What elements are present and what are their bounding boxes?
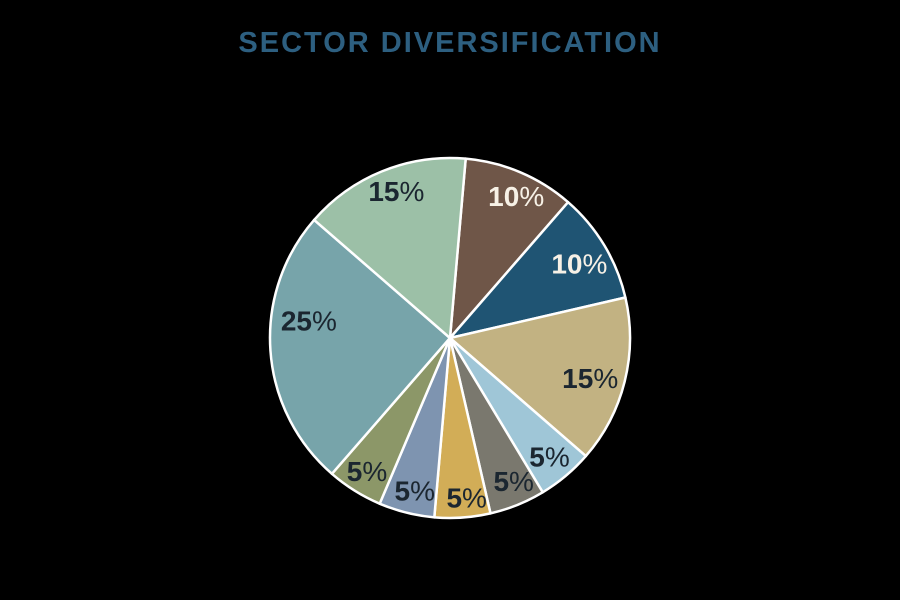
slice-label: 10% bbox=[488, 181, 544, 212]
slice-label: 25% bbox=[281, 305, 337, 336]
pie-slice bbox=[448, 296, 632, 458]
slice-label: 5% bbox=[395, 475, 435, 506]
slice-label: 5% bbox=[529, 441, 569, 472]
pie-slice bbox=[268, 218, 452, 476]
slice-label: 15% bbox=[368, 175, 424, 206]
chart-title: SECTOR DIVERSIFICATION bbox=[238, 27, 662, 59]
slice-label: 5% bbox=[347, 455, 387, 486]
pie-slice bbox=[448, 200, 627, 340]
pie-slice bbox=[448, 157, 570, 340]
slice-label: 5% bbox=[446, 482, 486, 513]
slice-label: 5% bbox=[493, 466, 533, 497]
pie-slice bbox=[312, 156, 467, 340]
slice-label: 10% bbox=[551, 248, 607, 279]
slice-label: 15% bbox=[562, 363, 618, 394]
